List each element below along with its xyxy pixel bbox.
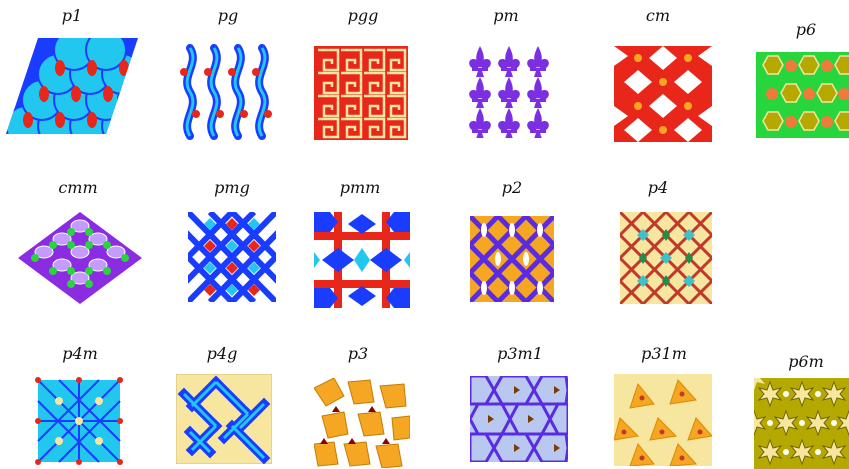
pattern-p4m <box>34 376 124 466</box>
pattern-p31m <box>614 374 712 466</box>
label-p4m: p4m <box>62 344 98 363</box>
label-pgg: pgg <box>347 6 379 25</box>
pattern-p3 <box>314 378 410 468</box>
label-p3: p3 <box>347 344 369 363</box>
pattern-p4 <box>620 212 712 304</box>
label-p6: p6 <box>795 20 817 39</box>
label-pm: pm <box>493 6 519 25</box>
pattern-p4g <box>176 374 272 464</box>
pattern-p3m1 <box>470 376 568 462</box>
pattern-p1 <box>6 38 138 134</box>
pattern-cm <box>614 46 712 142</box>
label-p4: p4 <box>647 178 669 197</box>
pattern-p6 <box>756 52 849 138</box>
label-p31m: p31m <box>641 344 687 363</box>
pattern-pmm <box>314 212 410 308</box>
pattern-pmg <box>188 212 276 302</box>
pattern-pg <box>180 44 276 140</box>
label-p4g: p4g <box>206 344 238 363</box>
label-p2: p2 <box>501 178 523 197</box>
label-pg: pg <box>217 6 239 25</box>
label-p6m: p6m <box>788 352 824 371</box>
label-pmm: pmm <box>339 178 381 197</box>
pattern-pm <box>466 46 552 138</box>
label-pmg: pmg <box>214 178 250 197</box>
label-cm: cm <box>645 6 671 25</box>
pattern-cmm <box>18 212 142 304</box>
pattern-p2 <box>470 216 554 302</box>
label-cmm: cmm <box>58 178 98 197</box>
pattern-pgg <box>314 46 408 140</box>
label-p1: p1 <box>61 6 83 25</box>
label-p3m1: p3m1 <box>497 344 543 363</box>
pattern-p6m <box>754 378 849 469</box>
